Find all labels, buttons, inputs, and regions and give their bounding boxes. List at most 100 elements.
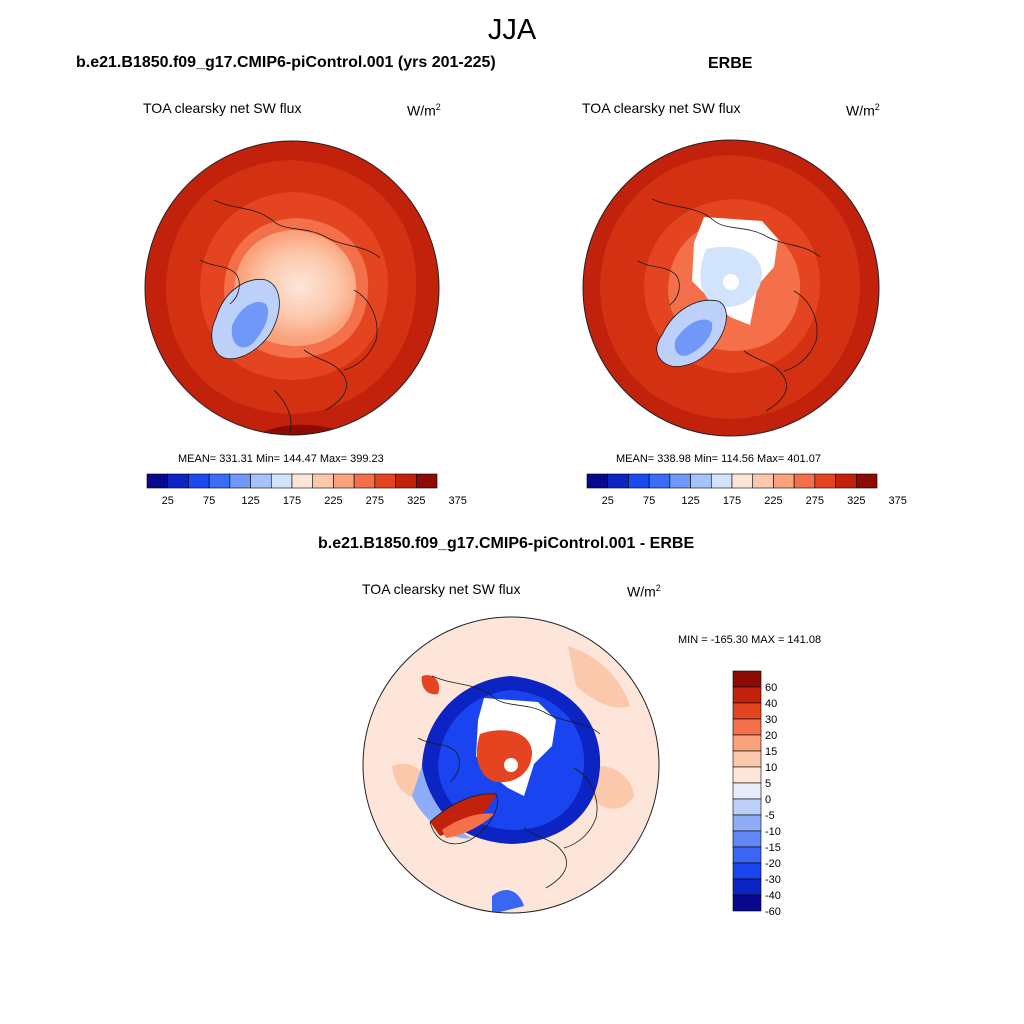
model-colorbar-box-7 [291,473,314,489]
pos-core-red [476,730,532,783]
diff-colorbar-box-5 [732,750,762,768]
obs-colorbar-tick-label: 75 [643,495,655,507]
obs-colorbar-box-6 [710,473,733,489]
diff-colorbar-box-1 [732,686,762,704]
diff-colorbar-box-10 [732,830,762,848]
diff-colorbar-tick-label: 40 [765,698,777,710]
obs-colorbar-tick-label: 25 [602,495,614,507]
coastlines [637,198,821,412]
diff-panel-title: b.e21.B1850.f09_g17.CMIP6-piControl.001 … [318,535,695,552]
greenland-ice-core [231,302,269,348]
diff-colorbar-box-8 [732,798,762,816]
model-colorbar-tick-label: 25 [162,495,174,507]
obs-colorbar-tick-label: 175 [723,495,741,507]
diff-colorbar-tick-label: -40 [765,890,781,902]
pos-patch-e [588,765,634,809]
diff-colorbar-tick-label: 30 [765,714,777,726]
obs-colorbar-box-3 [648,473,671,489]
obs-variable-label: TOA clearsky net SW flux [582,100,741,116]
obs-colorbar-tick-label: 125 [681,495,699,507]
diff-colorbar-box-2 [732,702,762,720]
model-colorbar-box-11 [374,473,396,489]
model-colorbar-tick-label: 275 [366,495,384,507]
diff-colorbar-tick-label: 10 [765,762,777,774]
diff-colorbar-tick-label: 15 [765,746,777,758]
coastlines [417,675,601,889]
pos-patch-ne [568,646,630,708]
model-colorbar-tick-label: 175 [283,495,301,507]
obs-colorbar-tick-label: 325 [847,495,865,507]
model-variable-label: TOA clearsky net SW flux [143,100,302,116]
coastlines [199,199,381,433]
diff-colorbar-box-4 [732,734,762,752]
diff-colorbar-box-0 [732,670,762,688]
model-colorbar-tick-label: 325 [407,495,425,507]
model-colorbar-tick-label: 375 [449,495,467,507]
diff-colorbar-tick-label: -30 [765,874,781,886]
season-title: JJA [487,14,537,46]
model-colorbar-box-12 [395,473,417,489]
diff-colorbar-box-12 [732,862,762,880]
diff-colorbar-tick-label: 60 [765,682,777,694]
obs-colorbar-box-4 [669,473,691,489]
obs-colorbar-box-2 [628,473,650,489]
model-colorbar-tick-label: 225 [324,495,342,507]
model-polar-map [144,140,440,436]
obs-colorbar-tick-label: 275 [806,495,824,507]
model-colorbar-box-3 [208,473,231,489]
obs-colorbar-box-11 [814,473,836,489]
model-stats: MEAN= 331.31 Min= 144.47 Max= 399.23 [178,453,384,465]
model-colorbar-box-1 [167,473,189,489]
neg-patch-s [492,890,524,913]
greenland-pos-streak-light [442,813,494,838]
diff-variable-label: TOA clearsky net SW flux [362,581,521,597]
diff-colorbar-box-13 [732,878,762,896]
obs-polar-map [582,139,880,437]
obs-colorbar-tick-label: 225 [764,495,782,507]
model-units-label: W/m2 [407,102,441,119]
model-colorbar-box-9 [333,473,355,489]
diff-colorbar-box-14 [732,894,762,912]
obs-colorbar-box-8 [752,473,774,489]
model-colorbar-box-6 [270,473,293,489]
greenland-pos-streak [430,793,496,836]
greenland-ice-core [674,319,713,356]
pos-patch-nw [421,675,440,695]
pole-gap [504,758,518,772]
obs-stats: MEAN= 338.98 Min= 114.56 Max= 401.07 [616,453,821,465]
model-colorbar-box-8 [312,473,334,489]
pole-gap [723,274,739,290]
diff-colorbar-tick-label: 20 [765,730,777,742]
model-colorbar-box-0 [146,473,169,489]
diff-colorbar: 60 40 30 20 15 10 5 0 -5 -10 -15 -20 -30 -40 -60 [732,670,781,918]
diff-colorbar-tick-label: -20 [765,858,781,870]
diff-polar-map [362,616,660,914]
diff-colorbar-box-3 [732,718,762,736]
obs-colorbar: 25 75 125 175 225 275 325 375 [586,473,907,507]
model-colorbar-tick-label: 125 [241,495,259,507]
diff-colorbar-tick-label: -5 [765,810,775,822]
diff-colorbar-box-7 [732,782,762,800]
model-colorbar-box-13 [415,473,438,489]
diff-colorbar-box-11 [732,846,762,864]
model-colorbar-box-4 [229,473,251,489]
obs-colorbar-box-12 [835,473,857,489]
diff-units-label: W/m2 [627,583,661,600]
obs-panel-title: ERBE [708,55,753,72]
obs-colorbar-tick-label: 375 [889,495,907,507]
obs-colorbar-box-13 [855,473,878,489]
model-colorbar-tick-label: 75 [203,495,215,507]
obs-colorbar-box-7 [731,473,754,489]
model-panel-title: b.e21.B1850.f09_g17.CMIP6-piControl.001 … [76,54,496,71]
model-colorbar-box-5 [250,473,272,489]
obs-colorbar-box-0 [586,473,609,489]
model-colorbar-box-10 [353,473,376,489]
model-colorbar-box-2 [188,473,210,489]
model-colorbar: 25 75 125 175 225 275 325 375 [146,473,467,507]
diff-colorbar-tick-label: -60 [765,906,781,918]
obs-colorbar-box-5 [690,473,712,489]
diff-colorbar-box-6 [732,766,762,784]
diff-colorbar-box-9 [732,814,762,832]
diff-colorbar-tick-label: 0 [765,794,771,806]
diff-stats: MIN = -165.30 MAX = 141.08 [678,634,822,646]
